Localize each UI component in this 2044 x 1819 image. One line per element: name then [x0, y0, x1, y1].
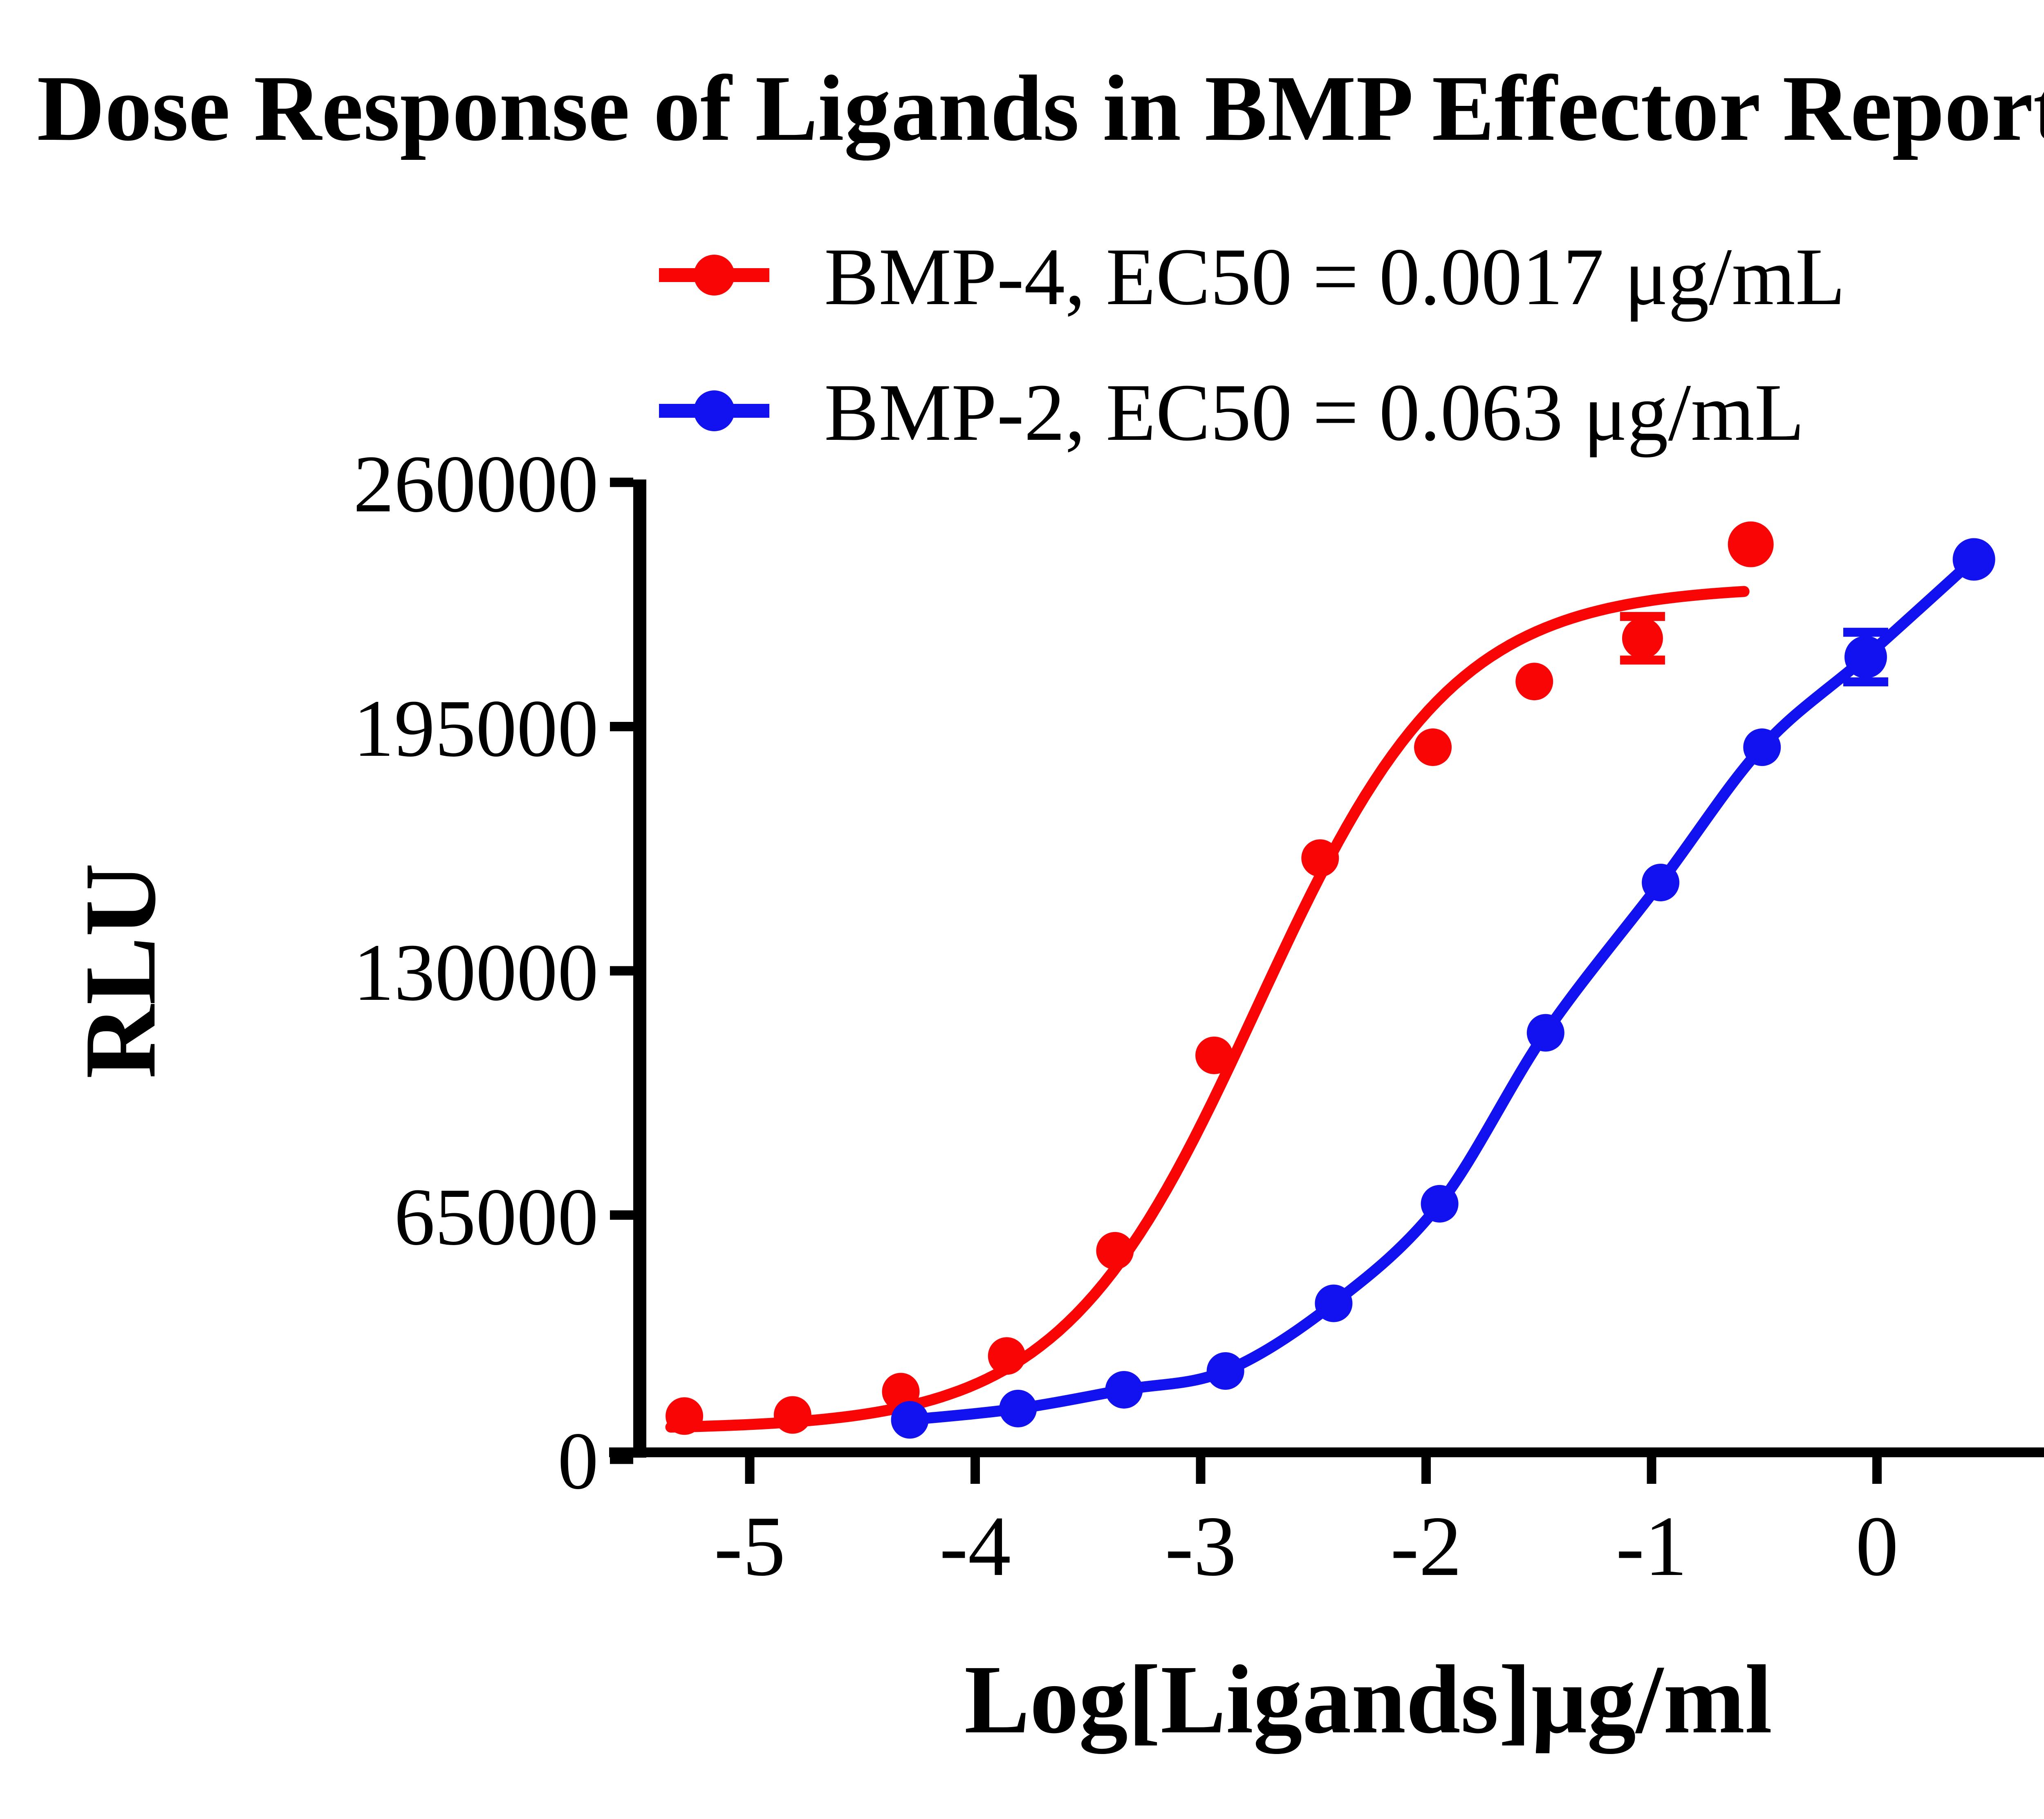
data-point-bmp4: [1301, 839, 1339, 877]
x-tick-label: -1: [1616, 1499, 1688, 1594]
y-tick-label: 260000: [353, 439, 598, 529]
data-point-bmp4: [1515, 663, 1553, 701]
x-tick-label: 0: [1856, 1499, 1898, 1594]
legend-item-bmp2-label: BMP-2, EC50 = 0.063 μg/mL: [824, 367, 1804, 458]
data-point-bmp4: [1096, 1232, 1134, 1270]
data-point-bmp2: [1743, 728, 1781, 766]
y-tick-label: 195000: [353, 683, 598, 774]
legend-marker-circle-icon: [694, 390, 735, 431]
data-point-bmp2: [1421, 1185, 1459, 1223]
x-tick-label: -4: [939, 1499, 1011, 1594]
legend-item-bmp4-label: BMP-4, EC50 = 0.0017 μg/mL: [824, 232, 1845, 322]
data-point-bmp2: [1526, 1014, 1564, 1052]
data-point-bmp2: [999, 1389, 1037, 1427]
x-tick-label: -5: [714, 1499, 786, 1594]
data-point-bmp4: [666, 1397, 704, 1435]
fit-curve-bmp2: [904, 553, 1980, 1425]
data-point-bmp2: [1206, 1352, 1244, 1390]
x-tick-label: -2: [1390, 1499, 1462, 1594]
data-point-bmp2: [1844, 636, 1887, 679]
y-tick-label: 130000: [353, 927, 598, 1018]
data-point-bmp4: [1414, 728, 1452, 766]
data-point-bmp4: [773, 1396, 811, 1434]
chart-title: Dose Response of Ligands in BMP Effector…: [37, 56, 2044, 160]
fit-curve-bmp4: [665, 586, 1750, 1433]
y-tick-label: 0: [558, 1416, 598, 1506]
data-point-bmp2: [1952, 538, 1995, 581]
data-point-bmp2: [1105, 1371, 1143, 1409]
data-point-bmp2: [891, 1401, 929, 1439]
x-tick-label: -3: [1165, 1499, 1237, 1594]
data-point-bmp4: [1622, 618, 1663, 659]
data-point-bmp2: [1642, 863, 1680, 901]
data-point-bmp4: [1728, 521, 1774, 567]
legend-marker-circle-icon: [694, 255, 735, 296]
data-point-bmp2: [1315, 1284, 1353, 1322]
data-point-bmp4: [988, 1337, 1026, 1375]
x-tick-label: 1: [2000, 1503, 2044, 1589]
y-tick-label: 65000: [394, 1172, 598, 1262]
data-point-bmp4: [1195, 1036, 1233, 1074]
x-axis-title: Log[Ligands]μg/ml: [964, 1645, 1773, 1754]
